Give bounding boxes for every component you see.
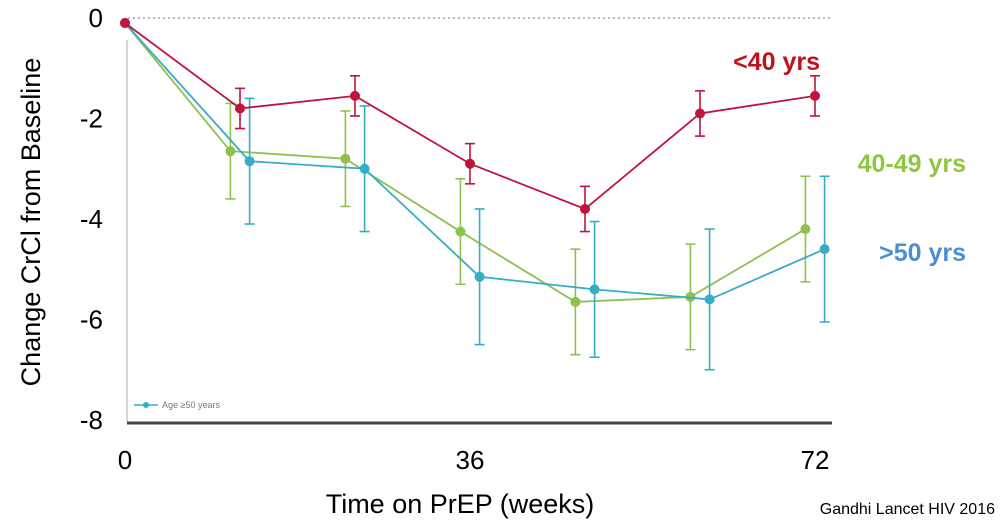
data-point	[580, 203, 590, 214]
x-tick-label: 72	[801, 445, 830, 475]
series-label: 40-49 yrs	[858, 150, 966, 178]
data-point	[570, 296, 581, 307]
y-tick-label: 0	[89, 3, 103, 33]
axis-ticks: 0 -2 -4 -6 -8 0 36 72	[80, 3, 830, 475]
legend-fragment: Age ≥50 years	[134, 400, 220, 410]
y-axis-title: Change CrCl from Baseline	[16, 58, 46, 387]
data-point	[589, 284, 600, 295]
y-tick-label: -4	[80, 204, 103, 234]
citation: Gandhi Lancet HIV 2016	[819, 501, 995, 518]
data-point	[225, 146, 236, 157]
data-point	[120, 18, 130, 29]
legend-text: Age ≥50 years	[162, 400, 220, 410]
data-point	[350, 90, 360, 101]
data-point	[244, 156, 255, 167]
data-point	[695, 108, 705, 119]
data-point	[704, 294, 715, 305]
data-point	[800, 224, 811, 235]
data-point	[340, 153, 351, 164]
data-point	[235, 103, 245, 114]
plot-area: <40 yrs 40-49 yrs >50 yrs Age ≥50 years	[120, 17, 966, 425]
y-tick-label: -2	[80, 104, 103, 134]
data-point	[474, 271, 485, 282]
data-point	[810, 90, 820, 101]
data-point	[455, 226, 466, 237]
y-tick-label: -6	[80, 305, 103, 335]
legend-swatch-marker	[143, 402, 149, 408]
series-1	[120, 18, 811, 356]
x-tick-label: 36	[456, 445, 485, 475]
data-point	[819, 244, 830, 255]
series-label: <40 yrs	[733, 48, 820, 76]
series-0	[120, 18, 820, 233]
x-axis-title: Time on PrEP (weeks)	[326, 489, 595, 519]
data-point	[465, 158, 475, 169]
data-point	[359, 163, 370, 174]
series-label: >50 yrs	[879, 239, 966, 267]
x-tick-label: 0	[118, 445, 132, 475]
series-2	[120, 18, 830, 371]
y-tick-label: -8	[80, 405, 103, 435]
